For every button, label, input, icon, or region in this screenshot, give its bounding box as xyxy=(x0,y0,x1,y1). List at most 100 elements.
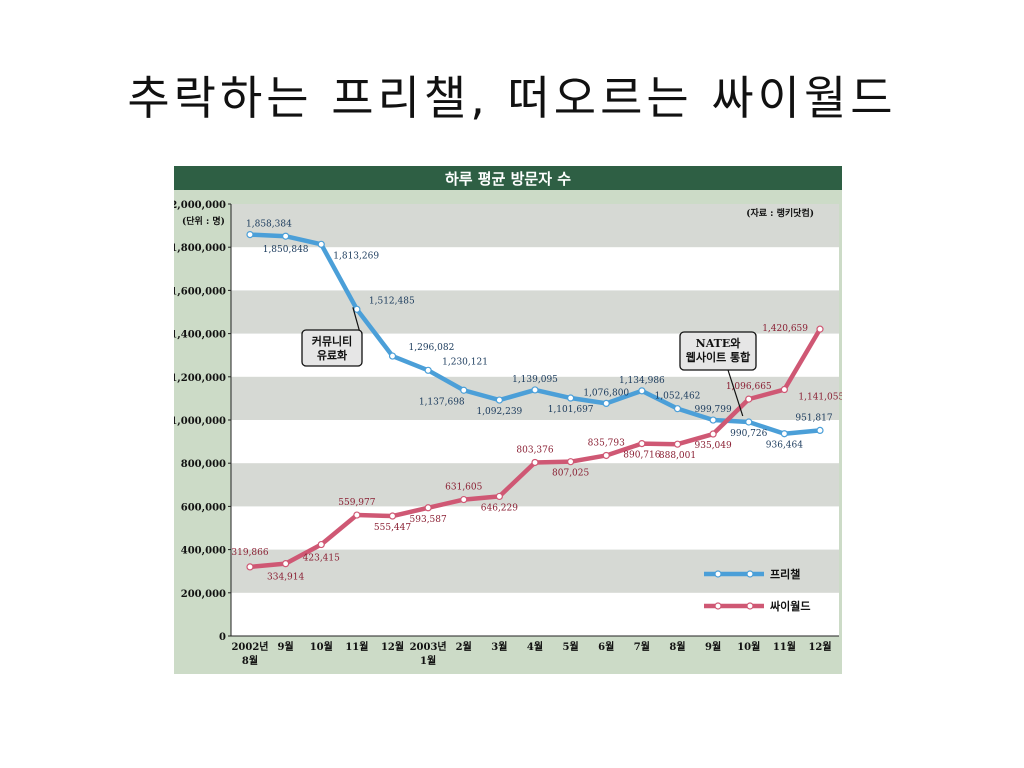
y-tick-label: 1,400,000 xyxy=(174,330,226,341)
data-point xyxy=(745,418,753,426)
source-note: (자료 : 랭키닷컴) xyxy=(746,207,814,219)
annotation-text: 유료화 xyxy=(317,348,347,362)
data-label: 1,813,269 xyxy=(333,251,379,261)
data-point xyxy=(531,458,539,467)
x-tick-label: 11월 xyxy=(773,641,796,653)
data-label: 1,076,800 xyxy=(583,388,629,398)
y-tick-label: 1,600,000 xyxy=(174,286,226,297)
legend-label-0: 프리챌 xyxy=(770,567,800,581)
data-label: 593,587 xyxy=(410,515,447,525)
unit-note: (단위 : 명) xyxy=(182,215,225,227)
x-tick-label: 10월 xyxy=(310,641,333,653)
data-label: 1,858,384 xyxy=(246,220,292,230)
y-tick-label: 1,000,000 xyxy=(174,416,226,427)
legend-label-1: 싸이월드 xyxy=(770,599,810,613)
legend-marker xyxy=(714,602,722,610)
data-label: 1,137,698 xyxy=(419,397,465,407)
data-point xyxy=(317,540,325,549)
data-label: 935,049 xyxy=(695,441,732,451)
annotation-text: 커뮤니티 xyxy=(312,334,352,348)
x-tick-label: 7월 xyxy=(634,641,650,653)
data-label: 423,415 xyxy=(303,554,340,564)
data-label: 888,001 xyxy=(659,451,696,461)
x-tick-label-line2: 1월 xyxy=(420,655,436,667)
data-label: 890,716 xyxy=(623,451,660,461)
data-label: 990,726 xyxy=(730,429,767,439)
data-point xyxy=(282,232,290,240)
data-point xyxy=(388,512,397,520)
data-point xyxy=(638,440,646,448)
x-tick-label: 3월 xyxy=(491,641,507,653)
grid-band xyxy=(231,290,839,334)
x-tick-label: 9월 xyxy=(278,641,294,653)
y-tick-label: 0 xyxy=(219,632,226,643)
data-point xyxy=(531,386,539,394)
data-label: 555,447 xyxy=(374,523,411,533)
data-label: 999,799 xyxy=(695,405,732,415)
legend-marker xyxy=(746,570,754,578)
data-label: 1,096,665 xyxy=(726,382,772,392)
data-point xyxy=(460,386,468,394)
annotation-pointer xyxy=(727,369,744,417)
data-point xyxy=(602,451,610,460)
data-point xyxy=(709,430,717,438)
x-tick-label: 9월 xyxy=(705,641,721,653)
data-label: 1,134,986 xyxy=(619,376,665,386)
grid-band xyxy=(231,463,839,507)
data-point xyxy=(246,563,254,571)
data-label: 1,092,239 xyxy=(476,407,522,417)
data-label: 319,866 xyxy=(231,548,268,558)
data-point xyxy=(460,495,468,504)
grid-band xyxy=(231,549,839,593)
data-point xyxy=(709,416,717,424)
data-point xyxy=(780,430,788,438)
legend-marker xyxy=(746,602,754,610)
data-point xyxy=(246,230,254,239)
data-label: 1,230,121 xyxy=(442,357,488,367)
data-label: 835,793 xyxy=(588,438,625,448)
data-point xyxy=(424,504,432,512)
x-tick-label: 2003년 xyxy=(410,640,447,653)
data-point xyxy=(745,395,753,403)
y-tick-label: 1,200,000 xyxy=(174,373,226,384)
data-label: 807,025 xyxy=(552,469,589,479)
data-label: 334,914 xyxy=(267,573,304,583)
y-tick-label: 1,800,000 xyxy=(174,243,226,254)
grid-band xyxy=(231,204,839,248)
x-tick-label: 12월 xyxy=(808,641,831,653)
x-tick-label: 2월 xyxy=(456,641,472,653)
data-label: 631,605 xyxy=(445,483,482,493)
x-tick-label: 10월 xyxy=(737,641,760,653)
data-point xyxy=(638,387,646,395)
data-label: 936,464 xyxy=(766,441,803,451)
x-tick-label: 2002년 xyxy=(231,640,268,653)
data-point xyxy=(780,385,788,394)
data-point xyxy=(602,399,610,408)
data-label: 559,977 xyxy=(338,498,375,508)
data-point xyxy=(353,305,361,313)
data-label: 1,101,697 xyxy=(548,405,594,415)
chart-title-bar xyxy=(174,166,842,190)
x-tick-label-line2: 8월 xyxy=(242,655,258,667)
y-tick-label: 2,000,000 xyxy=(174,200,226,211)
y-tick-label: 600,000 xyxy=(181,502,226,513)
chart-svg: 하루 평균 방문자 수 0 200,000 400,000 600,000 800,00… xyxy=(170,166,844,674)
data-label: 1,141,055 xyxy=(798,393,842,403)
x-tick-label: 11월 xyxy=(345,641,368,653)
data-point xyxy=(816,426,824,435)
data-point xyxy=(388,352,397,360)
data-label: 1,052,462 xyxy=(655,392,701,402)
data-point xyxy=(567,394,575,402)
data-label: 1,850,848 xyxy=(263,245,309,255)
x-tick-label: 6월 xyxy=(598,641,614,653)
y-tick-label: 800,000 xyxy=(181,459,226,470)
data-point xyxy=(673,440,682,448)
data-point xyxy=(816,325,824,333)
x-tick-label: 8월 xyxy=(669,641,685,653)
y-tick-label: 200,000 xyxy=(181,589,226,600)
x-tick-label: 4월 xyxy=(527,641,543,653)
x-tick-label: 5월 xyxy=(563,641,579,653)
y-tick-label: 400,000 xyxy=(181,546,226,557)
annotation-text: 웹사이트 통합 xyxy=(686,350,751,364)
data-point xyxy=(282,560,290,568)
